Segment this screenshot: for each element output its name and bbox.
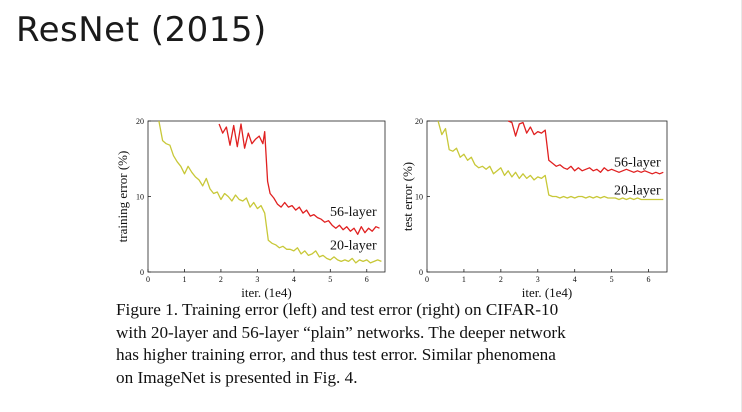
x-tick-label: 0 (425, 275, 429, 284)
x-tick-label: 3 (255, 275, 259, 284)
x-tick-label: 6 (647, 275, 651, 284)
series-label-20-layer: 20-layer (330, 238, 377, 253)
caption-line: on ImageNet is presented in Fig. 4. (116, 367, 358, 387)
x-tick-label: 2 (499, 275, 503, 284)
series-label-20-layer: 20-layer (614, 184, 661, 199)
series-line-56-layer (218, 123, 380, 235)
series-line-20-layer (437, 120, 664, 201)
x-tick-label: 5 (610, 275, 614, 284)
test-error-chart: 0 1 2 3 4 5 6 0 10 20 iter. (1e4) test error (%) 56-… (400, 117, 668, 300)
series-label-56-layer: 56-layer (614, 155, 661, 170)
series-line-20-layer (158, 120, 382, 264)
x-tick-label: 4 (573, 275, 577, 284)
x-tick-label: 6 (365, 275, 369, 284)
x-tick-label: 1 (462, 275, 466, 284)
series-line-56-layer (507, 120, 664, 175)
x-axis-label: iter. (1e4) (241, 285, 292, 300)
x-tick-label: 5 (328, 275, 332, 284)
y-tick-label: 10 (415, 193, 423, 202)
y-axis-label: training error (%) (115, 151, 130, 243)
x-tick-label: 3 (536, 275, 540, 284)
y-tick-label: 20 (136, 117, 144, 126)
x-tick-label: 1 (182, 275, 186, 284)
slide-title: ResNet (2015) (16, 10, 267, 50)
x-tick-label: 2 (219, 275, 223, 284)
x-tick-label: 4 (292, 275, 296, 284)
y-tick-label: 20 (415, 117, 423, 126)
series-label-56-layer: 56-layer (330, 205, 377, 220)
y-axis-label: test error (%) (400, 162, 415, 231)
x-tick-label: 0 (146, 275, 150, 284)
figure-caption: Figure 1. Training error (left) and test… (116, 299, 716, 389)
training-error-chart: 0 1 2 3 4 5 6 0 10 20 iter. (1e4) training error (%… (115, 117, 386, 300)
caption-line: with 20-layer and 56-layer “plain” netwo… (116, 322, 566, 342)
y-tick-label: 0 (419, 268, 423, 277)
x-axis-label: iter. (1e4) (522, 285, 573, 300)
y-tick-label: 10 (136, 193, 144, 202)
caption-line: has higher training error, and thus test… (116, 345, 556, 364)
caption-line: Figure 1. Training error (left) and test… (116, 300, 559, 319)
y-tick-label: 0 (140, 268, 144, 277)
